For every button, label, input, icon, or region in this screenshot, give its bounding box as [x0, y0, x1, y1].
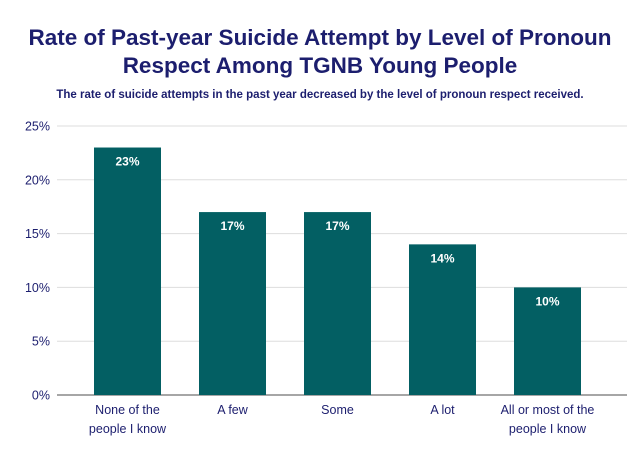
x-tick-label: A few [217, 403, 249, 417]
y-tick-label: 10% [25, 281, 50, 295]
bar [94, 147, 161, 395]
x-tick-label: people I know [89, 422, 167, 436]
bar [304, 212, 371, 395]
chart-title: Rate of Past-year Suicide Attempt by Lev… [28, 25, 612, 78]
data-label: 23% [115, 155, 139, 169]
y-tick-label: 5% [32, 335, 50, 349]
data-label: 10% [535, 294, 559, 308]
y-tick-label: 15% [25, 227, 50, 241]
x-tick-label: All or most of the [501, 403, 595, 417]
bar [409, 244, 476, 395]
y-tick-label: 20% [25, 173, 50, 187]
x-tick-label: None of the [95, 403, 160, 417]
bar [199, 212, 266, 395]
x-tick-label: A lot [430, 403, 455, 417]
chart-subtitle: The rate of suicide attempts in the past… [56, 89, 584, 101]
x-tick-label: Some [321, 403, 354, 417]
y-tick-label: 25% [25, 120, 50, 134]
data-label: 17% [325, 219, 349, 233]
data-label: 14% [430, 251, 454, 265]
data-label: 17% [220, 219, 244, 233]
y-tick-label: 0% [32, 389, 50, 403]
x-tick-label: people I know [509, 422, 587, 436]
bar [514, 287, 581, 395]
